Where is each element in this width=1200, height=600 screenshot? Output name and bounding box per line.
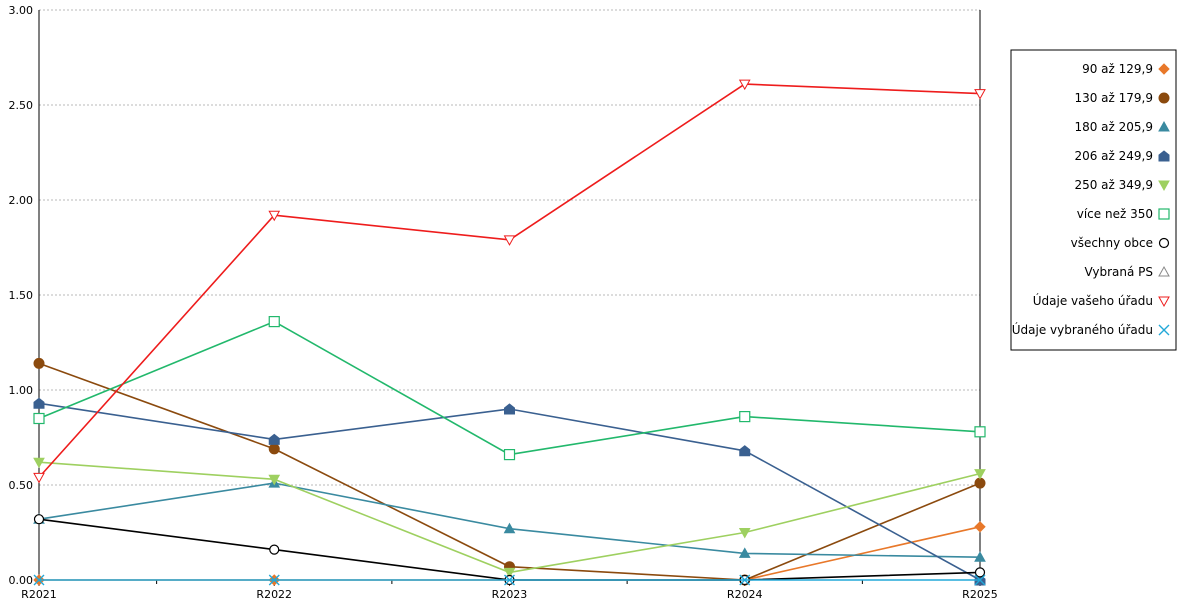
y-tick-label: 1.00 bbox=[9, 384, 34, 397]
grid bbox=[39, 9, 980, 486]
series-5 bbox=[33, 316, 986, 461]
legend-marker bbox=[1158, 208, 1170, 220]
data-point bbox=[974, 521, 986, 533]
series-line bbox=[38, 83, 981, 478]
data-point bbox=[33, 574, 45, 586]
x-tick-label: R2021 bbox=[21, 588, 57, 600]
series-3 bbox=[33, 397, 986, 586]
data-point bbox=[33, 357, 45, 369]
x-tick-label: R2024 bbox=[727, 588, 763, 600]
y-tick-label: 2.00 bbox=[9, 194, 34, 207]
data-point bbox=[269, 544, 280, 555]
legend-label: všechny obce bbox=[1071, 236, 1153, 250]
data-point bbox=[503, 522, 516, 534]
legend-label: 250 až 349,9 bbox=[1074, 178, 1153, 192]
legend-label: 180 až 205,9 bbox=[1074, 120, 1153, 134]
y-tick-label: 2.50 bbox=[9, 99, 34, 112]
series-line bbox=[38, 461, 981, 574]
legend-marker bbox=[1158, 324, 1170, 336]
series-8 bbox=[33, 79, 986, 484]
legend-label: 206 až 249,9 bbox=[1074, 149, 1153, 163]
series-2 bbox=[33, 477, 986, 562]
legend-box bbox=[1010, 49, 1177, 351]
legend-marker bbox=[1158, 120, 1170, 132]
series-layer bbox=[33, 79, 986, 586]
data-point bbox=[739, 411, 751, 423]
series-line bbox=[38, 320, 981, 456]
data-point bbox=[503, 235, 516, 246]
data-point bbox=[33, 472, 45, 484]
data-point bbox=[504, 574, 515, 586]
legend-label: Údaje vašeho úřadu bbox=[1033, 293, 1153, 308]
x-tick-label: R2025 bbox=[962, 588, 998, 600]
data-point bbox=[268, 574, 280, 586]
x-tick-label: R2022 bbox=[256, 588, 292, 600]
data-point bbox=[503, 449, 516, 461]
data-point bbox=[739, 574, 751, 586]
legend-marker bbox=[1158, 237, 1170, 249]
data-point bbox=[739, 445, 751, 457]
y-tick-label: 1.50 bbox=[9, 289, 34, 302]
data-point bbox=[738, 528, 751, 539]
data-point bbox=[268, 443, 280, 455]
data-point bbox=[268, 316, 280, 328]
y-tick-label: 0.50 bbox=[9, 479, 34, 492]
series-9 bbox=[33, 574, 986, 586]
legend-marker bbox=[1158, 296, 1170, 308]
data-point bbox=[504, 403, 515, 415]
legend-marker bbox=[1158, 92, 1170, 104]
data-point bbox=[268, 433, 280, 445]
legend-label: Údaje vybraného úřadu bbox=[1012, 322, 1153, 337]
legend-marker bbox=[1158, 63, 1170, 75]
y-tick-label: 3.00 bbox=[9, 4, 34, 17]
legend-label: 90 až 129,9 bbox=[1082, 62, 1153, 76]
x-tick-label: R2023 bbox=[492, 588, 528, 600]
y-tick-label: 0.00 bbox=[9, 574, 34, 587]
legend: 90 až 129,9 130 až 179,9 180 až 205,9 206 a… bbox=[1010, 49, 1177, 351]
legend-label: Vybraná PS bbox=[1084, 265, 1153, 279]
data-point bbox=[974, 426, 986, 438]
legend-marker bbox=[1158, 265, 1170, 277]
data-point bbox=[974, 567, 986, 578]
legend-label: více než 350 bbox=[1077, 207, 1153, 221]
data-point bbox=[33, 457, 45, 469]
data-point bbox=[738, 79, 751, 91]
legend-marker bbox=[1158, 150, 1170, 162]
data-point bbox=[738, 547, 751, 558]
data-point bbox=[268, 210, 281, 222]
series-line bbox=[38, 482, 981, 558]
data-point bbox=[974, 574, 986, 586]
series-4 bbox=[33, 457, 986, 579]
data-point bbox=[33, 514, 45, 525]
data-point bbox=[268, 474, 281, 486]
axes: 0.00 0.50 1.00 1.50 2.00 2.50 3.00 R2021 R2022 R2… bbox=[9, 4, 998, 600]
data-point bbox=[33, 412, 45, 425]
legend-label: 130 až 179,9 bbox=[1074, 91, 1153, 105]
data-point bbox=[503, 567, 516, 579]
legend-marker bbox=[1158, 180, 1170, 192]
series-line bbox=[38, 402, 981, 581]
data-point bbox=[974, 469, 986, 480]
data-point bbox=[974, 551, 986, 562]
data-point bbox=[974, 89, 986, 100]
data-point bbox=[33, 397, 45, 409]
